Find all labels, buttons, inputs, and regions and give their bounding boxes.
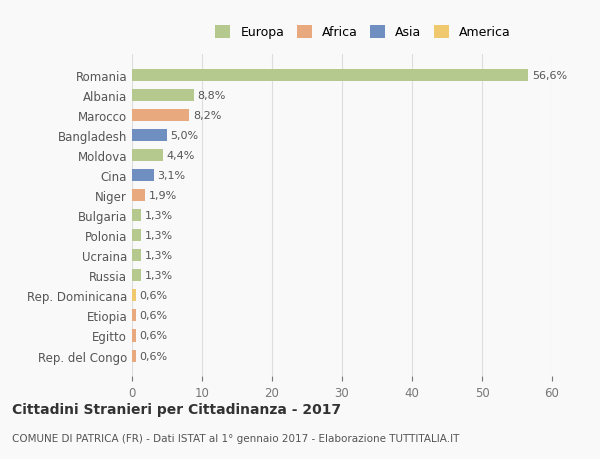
Text: 1,3%: 1,3% (145, 251, 173, 261)
Text: 1,3%: 1,3% (145, 231, 173, 241)
Text: 0,6%: 0,6% (140, 311, 168, 321)
Text: 0,6%: 0,6% (140, 331, 168, 341)
Bar (132, 290, 136, 302)
Text: 0,6%: 0,6% (140, 351, 168, 361)
Legend: Europa, Africa, Asia, America: Europa, Africa, Asia, America (209, 20, 517, 45)
Bar (132, 110, 190, 122)
Text: 1,9%: 1,9% (149, 191, 177, 201)
Text: 4,4%: 4,4% (166, 151, 194, 161)
Text: 1,3%: 1,3% (145, 211, 173, 221)
Text: 8,2%: 8,2% (193, 111, 221, 121)
Bar (132, 310, 136, 322)
Bar (132, 70, 528, 82)
Text: 0,6%: 0,6% (140, 291, 168, 301)
Bar (132, 250, 141, 262)
Text: COMUNE DI PATRICA (FR) - Dati ISTAT al 1° gennaio 2017 - Elaborazione TUTTITALIA: COMUNE DI PATRICA (FR) - Dati ISTAT al 1… (12, 433, 460, 442)
Bar (132, 190, 145, 202)
Bar (132, 170, 154, 182)
Bar (132, 150, 163, 162)
Bar (132, 230, 141, 242)
Bar (132, 210, 141, 222)
Text: 56,6%: 56,6% (532, 71, 567, 81)
Bar (132, 90, 194, 102)
Bar (132, 270, 141, 282)
Bar (132, 330, 136, 342)
Bar (132, 130, 167, 142)
Bar (132, 350, 136, 362)
Text: 3,1%: 3,1% (157, 171, 185, 181)
Text: Cittadini Stranieri per Cittadinanza - 2017: Cittadini Stranieri per Cittadinanza - 2… (12, 402, 341, 416)
Text: 8,8%: 8,8% (197, 91, 226, 101)
Text: 5,0%: 5,0% (170, 131, 199, 141)
Text: 1,3%: 1,3% (145, 271, 173, 281)
